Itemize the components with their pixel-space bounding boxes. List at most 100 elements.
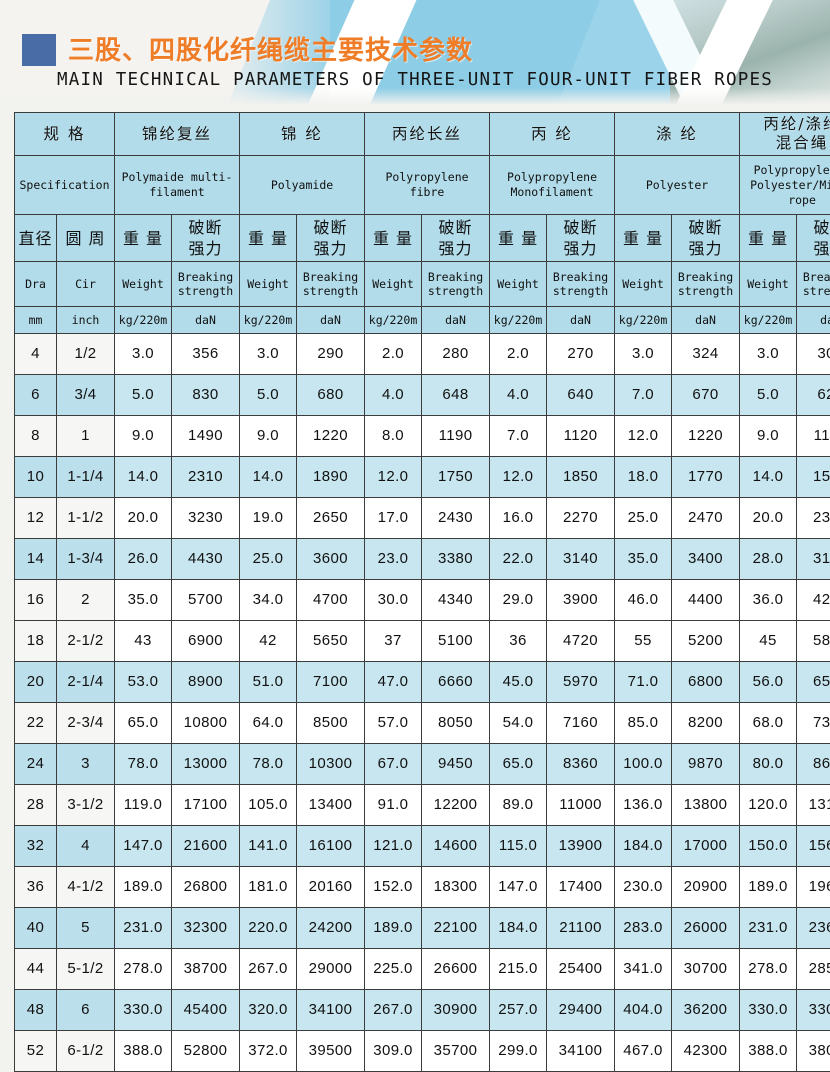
cell-weight-2: 64.0 (239, 702, 298, 744)
cell-breaking-strength-5: 6800 (671, 661, 741, 703)
page-title-english: MAIN TECHNICAL PARAMETERS OF THREE-UNIT … (57, 70, 773, 90)
cell-breaking-strength-1: 5700 (170, 579, 241, 621)
cell-diameter: 22 (14, 702, 57, 744)
table-row: 24 3 78.0 13000 78.0 10300 67.0 9450 65.0 8360 100… (14, 743, 830, 785)
unit-breaking-1: daN (170, 306, 241, 334)
cell-breaking-strength-4: 29400 (546, 989, 616, 1031)
cell-weight-2: 14.0 (239, 456, 298, 498)
cell-weight-2: 141.0 (239, 825, 298, 867)
subheader-circumference-cn: 圆 周 (56, 214, 115, 262)
cell-breaking-strength-5: 2470 (671, 497, 741, 539)
cell-breaking-strength-4: 17400 (546, 866, 616, 908)
subheader-chinese-row: 直径圆 周重 量破断 强力重 量破断 强力重 量破断 强力重 量破断 强力重 量破断 强力… (14, 214, 830, 262)
cell-weight-3: 17.0 (364, 497, 423, 539)
cell-weight-4: 29.0 (489, 579, 548, 621)
subheader-breaking-cn-3: 破断 强力 (421, 214, 491, 262)
cell-breaking-strength-6: 23600 (796, 907, 830, 949)
cell-diameter: 8 (14, 415, 57, 457)
cell-circumference: 5 (56, 907, 115, 949)
cell-weight-6: 388.0 (739, 1030, 798, 1072)
cell-weight-6: 45 (739, 620, 798, 662)
cell-breaking-strength-4: 7160 (546, 702, 616, 744)
cell-weight-1: 78.0 (114, 743, 172, 785)
cell-breaking-strength-3: 22100 (421, 907, 491, 949)
cell-weight-4: 89.0 (489, 784, 548, 826)
group-header-material-4: 丙 纶 (489, 112, 616, 156)
group-header-en-material-2: Polyamide (239, 155, 366, 215)
cell-weight-6: 68.0 (739, 702, 798, 744)
subheader-breaking-cn-2: 破断 强力 (296, 214, 366, 262)
cell-breaking-strength-2: 1220 (296, 415, 366, 457)
cell-breaking-strength-3: 18300 (421, 866, 491, 908)
cell-breaking-strength-2: 20160 (296, 866, 366, 908)
cell-breaking-strength-3: 30900 (421, 989, 491, 1031)
cell-weight-6: 80.0 (739, 743, 798, 785)
cell-weight-1: 119.0 (114, 784, 172, 826)
cell-weight-2: 3.0 (239, 333, 298, 375)
cell-circumference: 2-3/4 (56, 702, 115, 744)
cell-weight-2: 78.0 (239, 743, 298, 785)
cell-breaking-strength-5: 3400 (671, 538, 741, 580)
cell-circumference: 1-1/2 (56, 497, 115, 539)
cell-diameter: 16 (14, 579, 57, 621)
table-row: 10 1-1/4 14.0 2310 14.0 1890 12.0 1750 12.0 1850 1… (14, 456, 830, 498)
cell-weight-6: 120.0 (739, 784, 798, 826)
cell-breaking-strength-4: 270 (546, 333, 616, 375)
units-row: mm inch kg/220m daN kg/220m daN kg/220m daN kg/2… (14, 306, 830, 334)
cell-weight-5: 100.0 (614, 743, 673, 785)
cell-weight-1: 147.0 (114, 825, 172, 867)
subheader-breaking-en-5: Breaking strength (671, 261, 741, 307)
cell-breaking-strength-1: 830 (170, 374, 241, 416)
cell-breaking-strength-1: 356 (170, 333, 241, 375)
cell-breaking-strength-4: 2270 (546, 497, 616, 539)
cell-weight-2: 220.0 (239, 907, 298, 949)
cell-breaking-strength-3: 4340 (421, 579, 491, 621)
subheader-weight-cn-4: 重 量 (489, 214, 548, 262)
cell-breaking-strength-1: 32300 (170, 907, 241, 949)
cell-weight-1: 20.0 (114, 497, 172, 539)
cell-weight-4: 36 (489, 620, 548, 662)
cell-weight-5: 55 (614, 620, 673, 662)
subheader-weight-en-3: Weight (364, 261, 423, 307)
cell-breaking-strength-6: 5800 (796, 620, 830, 662)
cell-circumference: 1/2 (56, 333, 115, 375)
cell-weight-3: 23.0 (364, 538, 423, 580)
subheader-weight-en-1: Weight (114, 261, 172, 307)
cell-weight-6: 189.0 (739, 866, 798, 908)
unit-weight-3: kg/220m (364, 306, 423, 334)
cell-breaking-strength-6: 1140 (796, 415, 830, 457)
subheader-breaking-cn-4: 破断 强力 (546, 214, 616, 262)
subheader-weight-cn-1: 重 量 (114, 214, 172, 262)
cell-breaking-strength-1: 13000 (170, 743, 241, 785)
cell-weight-5: 230.0 (614, 866, 673, 908)
cell-circumference: 5-1/2 (56, 948, 115, 990)
cell-diameter: 52 (14, 1030, 57, 1072)
cell-breaking-strength-4: 3140 (546, 538, 616, 580)
cell-breaking-strength-1: 45400 (170, 989, 241, 1031)
cell-diameter: 32 (14, 825, 57, 867)
cell-weight-4: 7.0 (489, 415, 548, 457)
cell-weight-5: 12.0 (614, 415, 673, 457)
cell-breaking-strength-1: 38700 (170, 948, 241, 990)
cell-weight-4: 45.0 (489, 661, 548, 703)
cell-breaking-strength-1: 3230 (170, 497, 241, 539)
subheader-breaking-en-1: Breaking strength (170, 261, 241, 307)
table-row: 40 5 231.0 32300 220.0 24200 189.0 22100 184.0 21… (14, 907, 830, 949)
cell-breaking-strength-5: 13800 (671, 784, 741, 826)
cell-diameter: 20 (14, 661, 57, 703)
cell-breaking-strength-6: 6500 (796, 661, 830, 703)
cell-breaking-strength-1: 8900 (170, 661, 241, 703)
cell-weight-4: 147.0 (489, 866, 548, 908)
table-row: 20 2-1/4 53.0 8900 51.0 7100 47.0 6660 45.0 5970 7… (14, 661, 830, 703)
cell-breaking-strength-3: 5100 (421, 620, 491, 662)
cell-breaking-strength-4: 21100 (546, 907, 616, 949)
cell-breaking-strength-5: 36200 (671, 989, 741, 1031)
cell-circumference: 6-1/2 (56, 1030, 115, 1072)
cell-breaking-strength-5: 26000 (671, 907, 741, 949)
cell-breaking-strength-5: 324 (671, 333, 741, 375)
cell-breaking-strength-2: 10300 (296, 743, 366, 785)
cell-breaking-strength-5: 30700 (671, 948, 741, 990)
